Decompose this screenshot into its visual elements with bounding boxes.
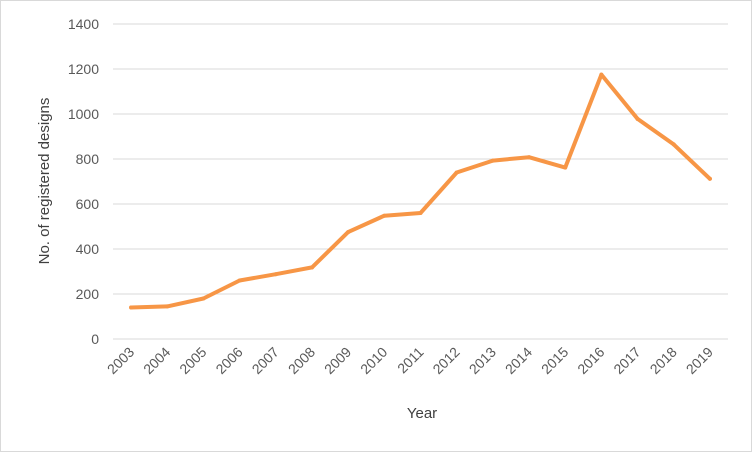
x-tick-label: 2009: [321, 344, 354, 377]
series-line: [129, 72, 712, 310]
x-axis-title: Year: [407, 405, 437, 422]
y-tick-label: 800: [76, 151, 100, 167]
data-point-2004: [165, 304, 170, 309]
x-tick-label: 2019: [683, 344, 716, 377]
x-axis-ticks: 2003 2004 2005 2006 2007 2008 2009 2010 2011 2012…: [104, 344, 716, 377]
y-tick-label: 400: [76, 241, 100, 257]
y-tick-label: 200: [76, 286, 100, 302]
series-group: [129, 72, 712, 310]
x-tick-label: 2018: [647, 344, 680, 377]
data-point-2018: [671, 142, 676, 147]
data-point-2012: [454, 170, 459, 175]
data-point-2007: [273, 272, 278, 277]
y-tick-label: 600: [76, 196, 100, 212]
data-point-2009: [346, 230, 351, 235]
x-tick-label: 2012: [429, 344, 462, 377]
data-point-2011: [418, 211, 423, 215]
y-tick-label: 1200: [68, 61, 99, 77]
x-tick-label: 2007: [249, 344, 282, 377]
x-tick-label: 2014: [502, 344, 535, 377]
x-tick-label: 2003: [104, 344, 137, 377]
x-tick-label: 2010: [357, 344, 390, 377]
x-tick-label: 2006: [212, 344, 245, 377]
data-point-2016: [599, 72, 604, 77]
data-point-2008: [309, 265, 314, 270]
x-tick-label: 2005: [176, 344, 209, 377]
y-axis-title: No. of registered designs: [36, 98, 53, 265]
y-tick-label: 1400: [68, 16, 99, 32]
y-axis-ticks: 0 200 400 600 800 1000 1200 1400: [68, 16, 99, 347]
data-point-2014: [527, 155, 532, 160]
x-tick-label: 2004: [140, 344, 173, 377]
data-point-2019: [707, 176, 712, 181]
x-tick-label: 2011: [394, 344, 427, 377]
data-point-2013: [490, 158, 495, 163]
data-point-2017: [635, 116, 640, 121]
x-tick-label: 2013: [466, 344, 499, 377]
x-tick-label: 2016: [574, 344, 607, 377]
x-tick-label: 2015: [538, 344, 571, 377]
y-tick-label: 0: [91, 331, 99, 347]
x-tick-label: 2008: [285, 344, 318, 377]
x-tick-label: 2017: [610, 344, 643, 377]
data-point-2010: [382, 213, 387, 218]
data-point-2003: [129, 305, 134, 310]
data-point-2006: [237, 278, 242, 283]
data-point-2005: [201, 296, 206, 301]
y-tick-label: 1000: [68, 106, 99, 122]
gridlines: [113, 23, 728, 340]
data-point-2015: [563, 165, 568, 170]
